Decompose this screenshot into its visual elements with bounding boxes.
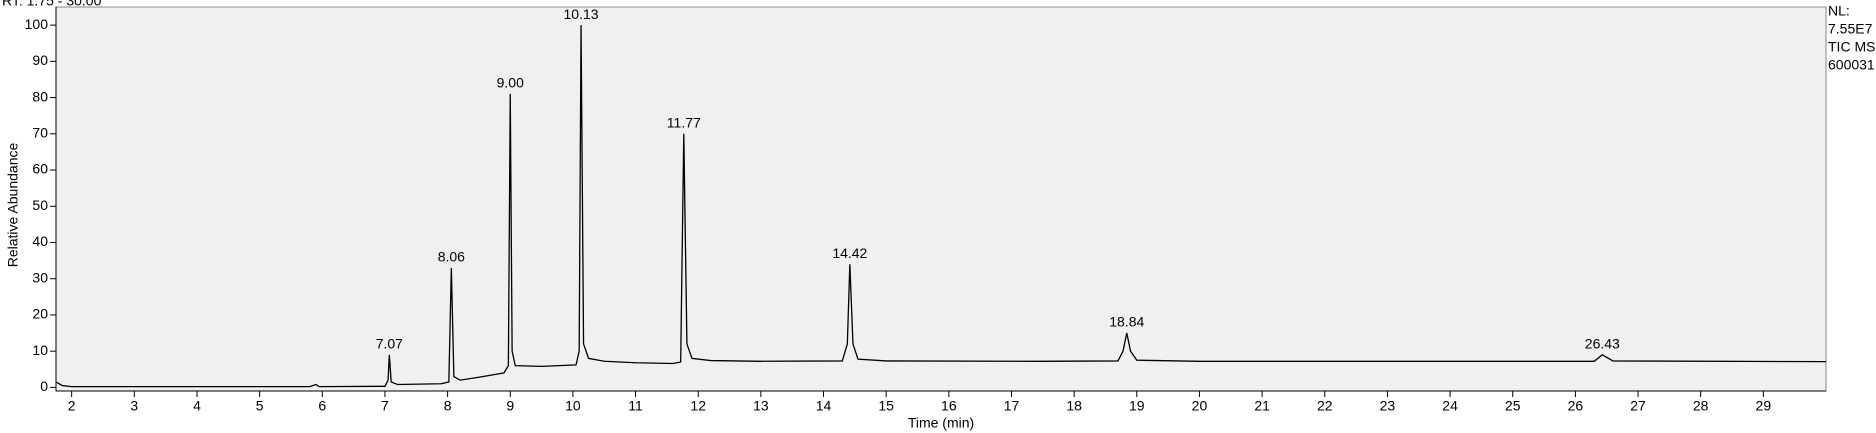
info-text: 600031 bbox=[1828, 57, 1875, 73]
x-tick-label: 2 bbox=[68, 398, 76, 414]
y-tick-label: 20 bbox=[32, 306, 48, 322]
x-tick-label: 16 bbox=[941, 398, 957, 414]
peak-label: 26.43 bbox=[1585, 335, 1620, 351]
y-tick-label: 100 bbox=[25, 16, 49, 32]
peak-label: 9.00 bbox=[497, 75, 524, 91]
peak-label: 8.06 bbox=[438, 249, 465, 265]
x-tick-label: 19 bbox=[1129, 398, 1145, 414]
y-tick-label: 10 bbox=[32, 342, 48, 358]
x-tick-label: 10 bbox=[565, 398, 581, 414]
x-tick-label: 9 bbox=[506, 398, 514, 414]
x-tick-label: 14 bbox=[816, 398, 832, 414]
y-tick-label: 50 bbox=[32, 197, 48, 213]
info-text: 7.55E7 bbox=[1828, 21, 1873, 37]
x-tick-label: 22 bbox=[1317, 398, 1333, 414]
chromatogram-line bbox=[55, 25, 1827, 388]
x-tick-label: 21 bbox=[1254, 398, 1270, 414]
x-tick-label: 24 bbox=[1442, 398, 1458, 414]
y-axis-title: Relative Abundance bbox=[5, 143, 21, 268]
info-text: NL: bbox=[1828, 3, 1850, 19]
info-text: TIC MS bbox=[1828, 39, 1875, 55]
y-tick-label: 70 bbox=[32, 124, 48, 140]
x-tick-label: 18 bbox=[1066, 398, 1082, 414]
x-tick-label: 13 bbox=[753, 398, 769, 414]
x-tick-label: 8 bbox=[444, 398, 452, 414]
x-tick-label: 20 bbox=[1192, 398, 1208, 414]
x-tick-label: 5 bbox=[256, 398, 264, 414]
x-tick-label: 3 bbox=[130, 398, 138, 414]
peak-label: 14.42 bbox=[832, 245, 867, 261]
x-tick-label: 26 bbox=[1568, 398, 1584, 414]
x-tick-label: 28 bbox=[1693, 398, 1709, 414]
peak-label: 7.07 bbox=[376, 335, 403, 351]
y-tick-label: 60 bbox=[32, 161, 48, 177]
x-tick-label: 7 bbox=[381, 398, 389, 414]
y-tick-label: 30 bbox=[32, 269, 48, 285]
peak-label: 18.84 bbox=[1109, 314, 1144, 330]
y-tick-label: 90 bbox=[32, 52, 48, 68]
x-tick-label: 6 bbox=[318, 398, 326, 414]
x-tick-label: 27 bbox=[1630, 398, 1646, 414]
x-tick-label: 12 bbox=[690, 398, 706, 414]
y-tick-label: 40 bbox=[32, 233, 48, 249]
x-tick-label: 15 bbox=[878, 398, 894, 414]
plot-area bbox=[55, 6, 1827, 392]
x-tick-label: 11 bbox=[628, 398, 643, 414]
y-tick-label: 0 bbox=[40, 378, 48, 394]
peak-label: 11.77 bbox=[667, 114, 701, 130]
x-tick-label: 4 bbox=[193, 398, 201, 414]
y-tick-label: 80 bbox=[32, 88, 48, 104]
x-tick-label: 29 bbox=[1756, 398, 1772, 414]
x-tick-label: 25 bbox=[1505, 398, 1521, 414]
peak-label: 10.13 bbox=[564, 6, 599, 22]
range-note: RT: 1.75 - 30.00 bbox=[2, 0, 102, 9]
x-axis-title: Time (min) bbox=[908, 415, 974, 431]
x-tick-label: 17 bbox=[1004, 398, 1020, 414]
x-tick-label: 23 bbox=[1380, 398, 1396, 414]
